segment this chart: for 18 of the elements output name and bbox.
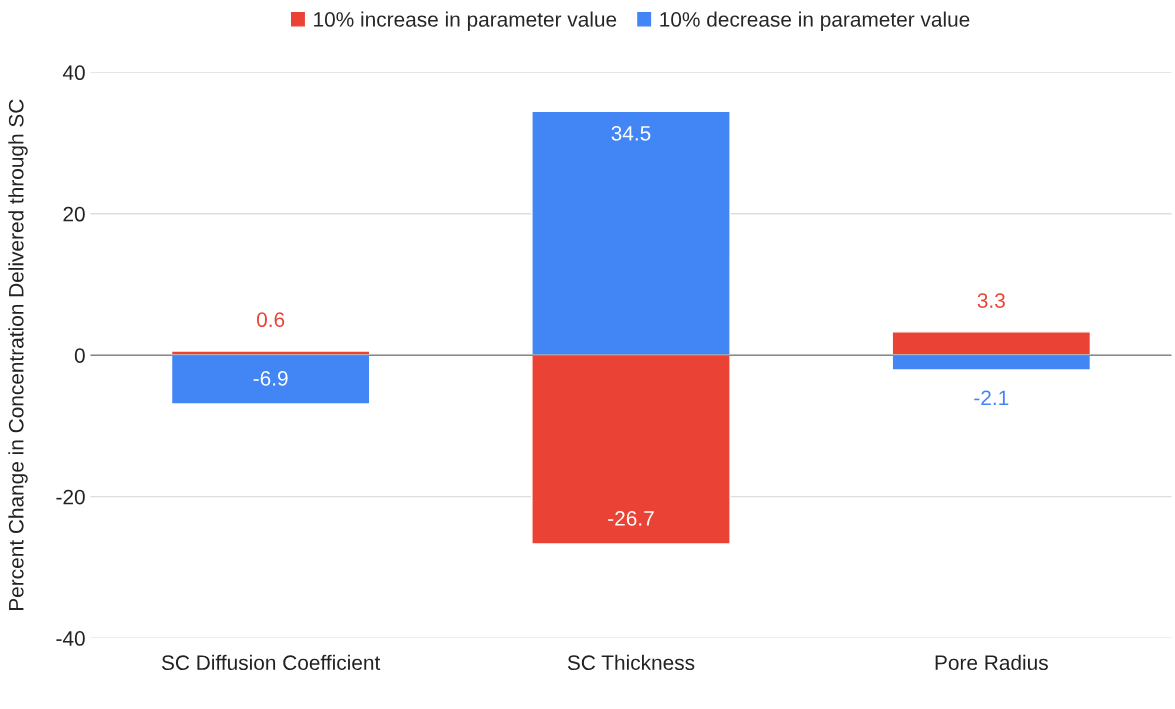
y-tick-label: 20 (63, 206, 85, 222)
x-tick-label: Pore Radius (935, 654, 1048, 671)
data-label: -26.7 (608, 511, 654, 526)
y-tick-label: 0 (74, 348, 85, 363)
y-tick-label: -40 (56, 631, 85, 646)
x-tick-label: SC Diffusion Coefficient (161, 654, 381, 671)
legend-label: 10% increase in parameter value (314, 11, 617, 31)
bar (170, 354, 371, 405)
x-tick-label: SC Thickness (567, 654, 695, 671)
data-label: -6.9 (253, 370, 288, 386)
y-tick-label: 40 (62, 65, 85, 81)
y-axis-title: Percent Change in Concentration Delivered through SC (8, 99, 28, 610)
legend-label: 10% decrease in parameter value (660, 11, 970, 31)
data-label: 3.3 (977, 293, 1005, 308)
data-label: 34.5 (611, 125, 651, 141)
data-label: -2.1 (974, 390, 1009, 405)
y-tick-label: -20 (56, 489, 85, 505)
data-label: 0.6 (256, 312, 285, 328)
